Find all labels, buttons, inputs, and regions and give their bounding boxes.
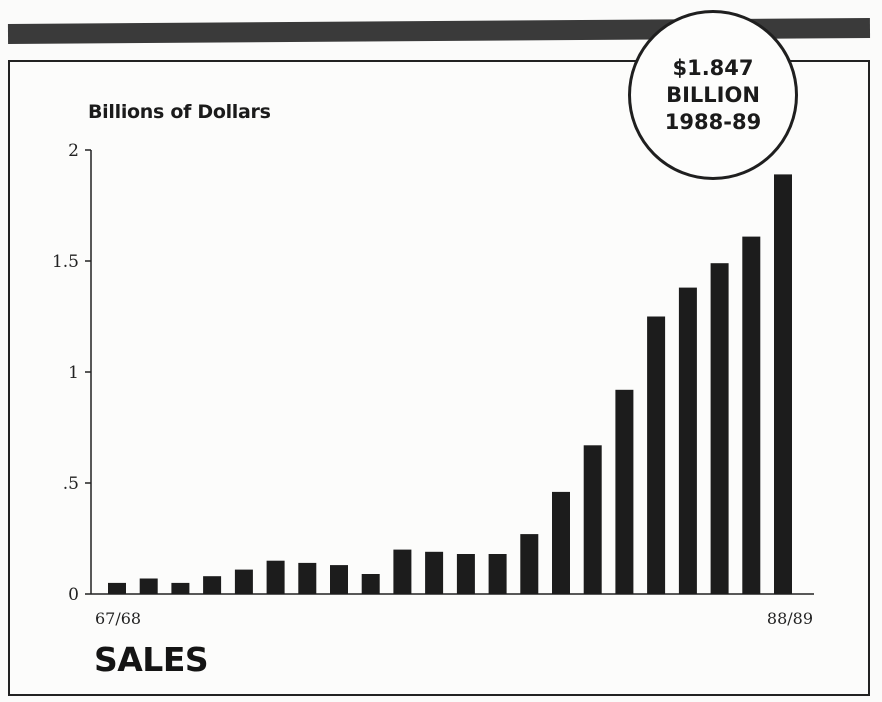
bar-67-68 <box>108 582 126 594</box>
y-tick-label: 1.5 <box>52 252 79 272</box>
x-tick-label: 88/89 <box>767 609 813 628</box>
bar-74-75 <box>330 565 348 594</box>
bar-72-73 <box>266 560 285 594</box>
bar-69-70 <box>171 582 190 594</box>
y-tick-label: 2 <box>68 141 79 161</box>
y-tick-label: .5 <box>63 474 79 494</box>
x-ticks-group: 67/68 88/89 <box>95 609 813 628</box>
callout-amount: $1.847 <box>672 55 754 80</box>
bar-87-88 <box>742 236 761 594</box>
bar-79-80 <box>488 554 507 594</box>
y-tick-label: 0 <box>68 585 79 605</box>
bar-80-81 <box>520 534 539 594</box>
bar-83-84 <box>615 389 634 594</box>
callout-unit: BILLION <box>666 82 760 107</box>
bar-75-76 <box>361 574 380 594</box>
x-tick-label: 67/68 <box>95 609 141 628</box>
bar-88-89 <box>774 174 792 594</box>
y-ticks-group: 0 .5 1 1.5 2 <box>52 141 91 605</box>
bar-77-78 <box>425 551 444 594</box>
bar-78-79 <box>456 554 475 594</box>
total-callout-badge: $1.847 BILLION 1988-89 <box>628 10 798 180</box>
bar-81-82 <box>552 491 570 594</box>
callout-period: 1988-89 <box>664 109 762 134</box>
bar-73-74 <box>298 562 317 594</box>
bar-68-69 <box>139 578 158 594</box>
bars-group <box>108 174 792 594</box>
bar-82-83 <box>583 445 602 594</box>
y-axis-title: Billions of Dollars <box>88 101 271 123</box>
chart-title: SALES <box>94 640 209 679</box>
bar-76-77 <box>393 549 412 594</box>
bar-71-72 <box>234 569 253 594</box>
bar-86-87 <box>710 263 729 594</box>
bar-70-71 <box>203 576 222 594</box>
bar-85-86 <box>678 287 697 594</box>
bar-84-85 <box>647 316 666 594</box>
y-tick-label: 1 <box>68 363 79 383</box>
